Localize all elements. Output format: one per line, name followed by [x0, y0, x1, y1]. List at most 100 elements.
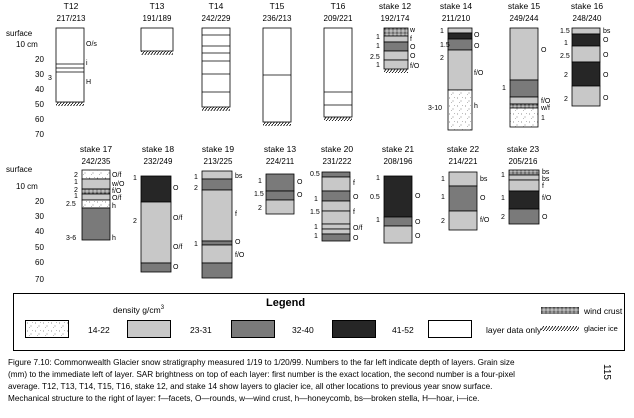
annotation: f/O: [542, 195, 552, 202]
legend-swatch-light: [127, 320, 171, 338]
annotation: O: [415, 193, 421, 200]
column-name: stake 12: [379, 1, 411, 11]
annotation: f: [353, 209, 355, 216]
depth-label: 10 cm: [16, 40, 38, 49]
depth-label: 10 cm: [16, 182, 38, 191]
annotation: 1: [258, 178, 262, 185]
annotation: O: [410, 53, 416, 60]
annotation: bs: [603, 28, 611, 35]
annotation: 2: [74, 172, 78, 179]
annotation: f: [353, 180, 355, 187]
column-stake17: [81, 169, 111, 241]
annotation: f: [542, 183, 544, 190]
annotation: 1.5: [254, 191, 264, 198]
annotation: O/s: [86, 41, 97, 48]
legend-swatch-speckle: [25, 320, 69, 338]
column-t16: [323, 27, 353, 121]
sar-value: 231/222: [323, 157, 352, 166]
depth-label: 50: [35, 243, 44, 252]
legend: [13, 293, 625, 351]
row2-headers: stake 17 242/235 stake 18 232/249 stake …: [80, 144, 539, 166]
sar-value: 242/229: [202, 14, 231, 23]
sar-value: 192/174: [381, 14, 410, 23]
density-title-text: density g/cm: [113, 305, 161, 315]
row2-depth-axis: surface 10 cm 20 30 40 50 60 70: [6, 165, 44, 284]
annotation: h: [112, 235, 116, 242]
column-name: stake 15: [508, 1, 540, 11]
annotation: h: [112, 203, 116, 210]
annotation: 1: [376, 43, 380, 50]
legend-label: layer data only: [486, 325, 542, 335]
annotation: 2: [74, 187, 78, 194]
annotation: f/O: [112, 188, 122, 195]
annotation: 2: [258, 205, 262, 212]
annotation: f/O: [410, 63, 420, 70]
annotation: 1.5: [560, 28, 570, 35]
annotation: 1: [564, 40, 568, 47]
figure-caption: Figure 7.10: Commonwealth Glacier snow s…: [8, 357, 608, 405]
annotation: 1: [133, 175, 137, 182]
legend-swatch-medium: [231, 320, 275, 338]
legend-wind-crust: wind crust: [584, 306, 623, 316]
annotation: O: [173, 185, 179, 192]
annotation: 3-10: [428, 105, 442, 112]
annotation: h: [474, 103, 478, 110]
annotation: O: [474, 43, 480, 50]
annotation: 1: [314, 196, 318, 203]
column-stake22: [448, 171, 478, 231]
column-name: stake 17: [80, 144, 112, 154]
sar-value: 214/221: [449, 157, 478, 166]
column-stake20: [321, 171, 351, 242]
annotation: f/O: [474, 70, 484, 77]
annotation: 2: [441, 218, 445, 225]
annotation: O/f: [353, 225, 362, 232]
column-t12: [55, 27, 85, 106]
sar-value: 191/189: [143, 14, 172, 23]
annotation: w: [409, 27, 416, 34]
sar-value: 211/210: [442, 14, 471, 23]
sar-value: 213/225: [204, 157, 233, 166]
column-name: stake 23: [507, 144, 539, 154]
depth-label: 20: [35, 55, 44, 64]
annotation: O: [297, 192, 303, 199]
sar-value: 236/213: [263, 14, 292, 23]
annotation: 3-6: [66, 235, 76, 242]
caption-line: Mechanical structure to the right of lay…: [8, 394, 480, 403]
row1-depth-axis: surface 10 cm 20 30 40 50 60 70: [6, 29, 44, 139]
annotation: O/f: [112, 195, 121, 202]
annotation: 1: [376, 217, 380, 224]
column-stake13: [265, 173, 295, 215]
column-name: stake 20: [321, 144, 353, 154]
sar-value: 208/196: [384, 157, 413, 166]
sar-value: 209/221: [324, 14, 353, 23]
column-stake23: [508, 169, 540, 225]
annotation: 2.5: [560, 53, 570, 60]
sar-value: 249/244: [510, 14, 539, 23]
column-t15: [262, 27, 292, 126]
caption-line: average. T12, T13, T14, T15, T16, stake …: [8, 382, 493, 391]
annotation: 2: [133, 218, 137, 225]
depth-label: 60: [35, 258, 44, 267]
annotation: 1: [541, 115, 545, 122]
sar-value: 224/211: [266, 157, 295, 166]
column-t14: [201, 27, 231, 111]
annotation: O: [603, 95, 609, 102]
depth-label: 30: [35, 70, 44, 79]
column-name: stake 16: [571, 1, 603, 11]
annotation: w/O: [111, 181, 125, 188]
annotation: 1: [441, 194, 445, 201]
caption-line: Figure 7.10: Commonwealth Glacier snow s…: [8, 358, 515, 367]
annotation: 2: [194, 185, 198, 192]
annotation: 1: [441, 176, 445, 183]
glacier-ice-mark: [56, 102, 84, 106]
annotation: O: [474, 32, 480, 39]
annotation: O/f: [173, 215, 182, 222]
column-stake18: [140, 175, 172, 273]
depth-label: 50: [35, 100, 44, 109]
column-name: T14: [209, 1, 224, 11]
stratigraphy-figure: surface 10 cm 20 30 40 50 60 70 T12 217/…: [6, 1, 611, 284]
annotation: 1: [376, 175, 380, 182]
annotation: 1: [501, 172, 505, 179]
sar-value: 242/235: [82, 157, 111, 166]
depth-label: 30: [35, 212, 44, 221]
